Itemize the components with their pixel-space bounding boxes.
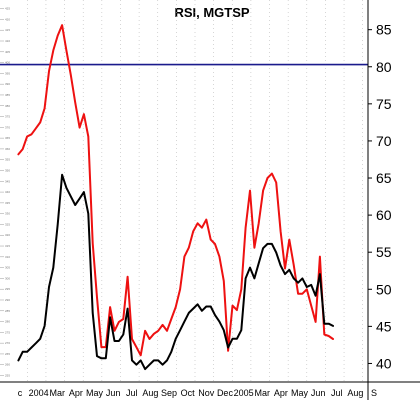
x-axis-tick-label: Jul [331,388,343,398]
left-axis-tick-label: 265 [5,352,10,356]
left-axis-tick-labels: 255 260 265 270 275 280 285 290 295 300 305 310 315 3… [0,7,10,378]
left-axis-tick-label: 415 [5,28,10,32]
left-axis-tick-label: 360 [5,147,10,151]
x-axis-tick-labels: c 2004 Mar Apr May Jun Jul Aug Sep Oct Nov Dec 2005 M… [18,388,377,398]
left-axis-tick-label: 370 [5,125,10,129]
left-axis-tick-label: 320 [5,233,10,237]
right-axis-tick-labels: 40 45 50 55 60 65 70 75 80 85 [368,22,392,371]
left-axis-tick-label: 420 [5,17,10,21]
rsi-series-line [17,24,334,357]
x-axis-tick-label: May [86,388,104,398]
x-axis-tick-label: Mar [50,388,66,398]
left-axis-tick-label: 310 [5,255,10,259]
left-axis-tick-label: 405 [5,50,10,54]
left-axis-tick-label: 340 [5,190,10,194]
x-axis-tick-label: Sep [161,388,177,398]
x-axis-tick-label: Oct [181,388,196,398]
x-axis-tick-label: Mar [254,388,270,398]
right-axis-tick-label: 60 [376,207,392,223]
left-axis-tick-label: 345 [5,179,10,183]
right-axis-tick-label: 85 [376,22,392,38]
left-axis-tick-label: 335 [5,201,10,205]
right-axis-tick-label: 75 [376,96,392,112]
x-axis-tick-label: c [18,388,23,398]
left-axis-tick-label: 305 [5,266,10,270]
x-axis-tick-label: Nov [198,388,215,398]
right-axis-tick-label: 40 [376,355,392,371]
price-series-line [17,173,334,371]
x-axis-tick-label: Apr [274,388,288,398]
left-axis-tick-label: 300 [5,276,10,280]
right-axis-tick-label: 70 [376,133,392,149]
x-axis-tick-label: Apr [69,388,83,398]
x-axis-tick-label: Aug [142,388,158,398]
x-axis-tick-label: Dec [217,388,234,398]
series-layer [17,24,334,371]
left-axis-tick-label: 380 [5,104,10,108]
left-axis-tick-label: 280 [5,320,10,324]
x-axis-tick-label: S [371,388,377,398]
x-axis-tick-label: May [291,388,309,398]
x-axis-tick-label: 2004 [29,388,49,398]
left-axis-tick-label: 275 [5,330,10,334]
right-axis-tick-label: 45 [376,318,392,334]
left-axis-tick-label: 270 [5,341,10,345]
right-axis-tick-label: 65 [376,170,392,186]
x-axis-tick-label: Jun [106,388,121,398]
left-axis-tick-label: 425 [5,7,10,11]
left-axis-tick-label: 350 [5,168,10,172]
left-axis-tick-label: 325 [5,222,10,226]
left-axis-tick-label: 315 [5,244,10,248]
right-axis-tick-label: 80 [376,59,392,75]
left-axis-tick-label: 390 [5,82,10,86]
left-axis-tick-label: 260 [5,363,10,367]
left-axis-tick-label: 365 [5,136,10,140]
left-axis-tick-label: 395 [5,71,10,75]
left-axis-tick-label: 285 [5,309,10,313]
left-axis-tick-label: 255 [5,374,10,378]
right-axis-tick-label: 55 [376,244,392,260]
left-axis-tick-label: 375 [5,115,10,119]
left-axis-tick-label: 410 [5,39,10,43]
x-axis-tick-label: Jul [126,388,138,398]
right-axis-tick-label: 50 [376,281,392,297]
left-axis-tick-label: 355 [5,158,10,162]
left-axis-tick-label: 385 [5,93,10,97]
left-axis-tick-label: 290 [5,298,10,302]
x-axis-tick-label: Aug [347,388,363,398]
x-axis-tick-label: 2005 [234,388,254,398]
left-axis-tick-label: 330 [5,212,10,216]
chart-title: RSI, MGTSP [174,5,249,20]
x-axis-tick-label: Jun [311,388,326,398]
left-axis-tick-label: 295 [5,287,10,291]
left-axis-tick-label: 400 [5,61,10,65]
